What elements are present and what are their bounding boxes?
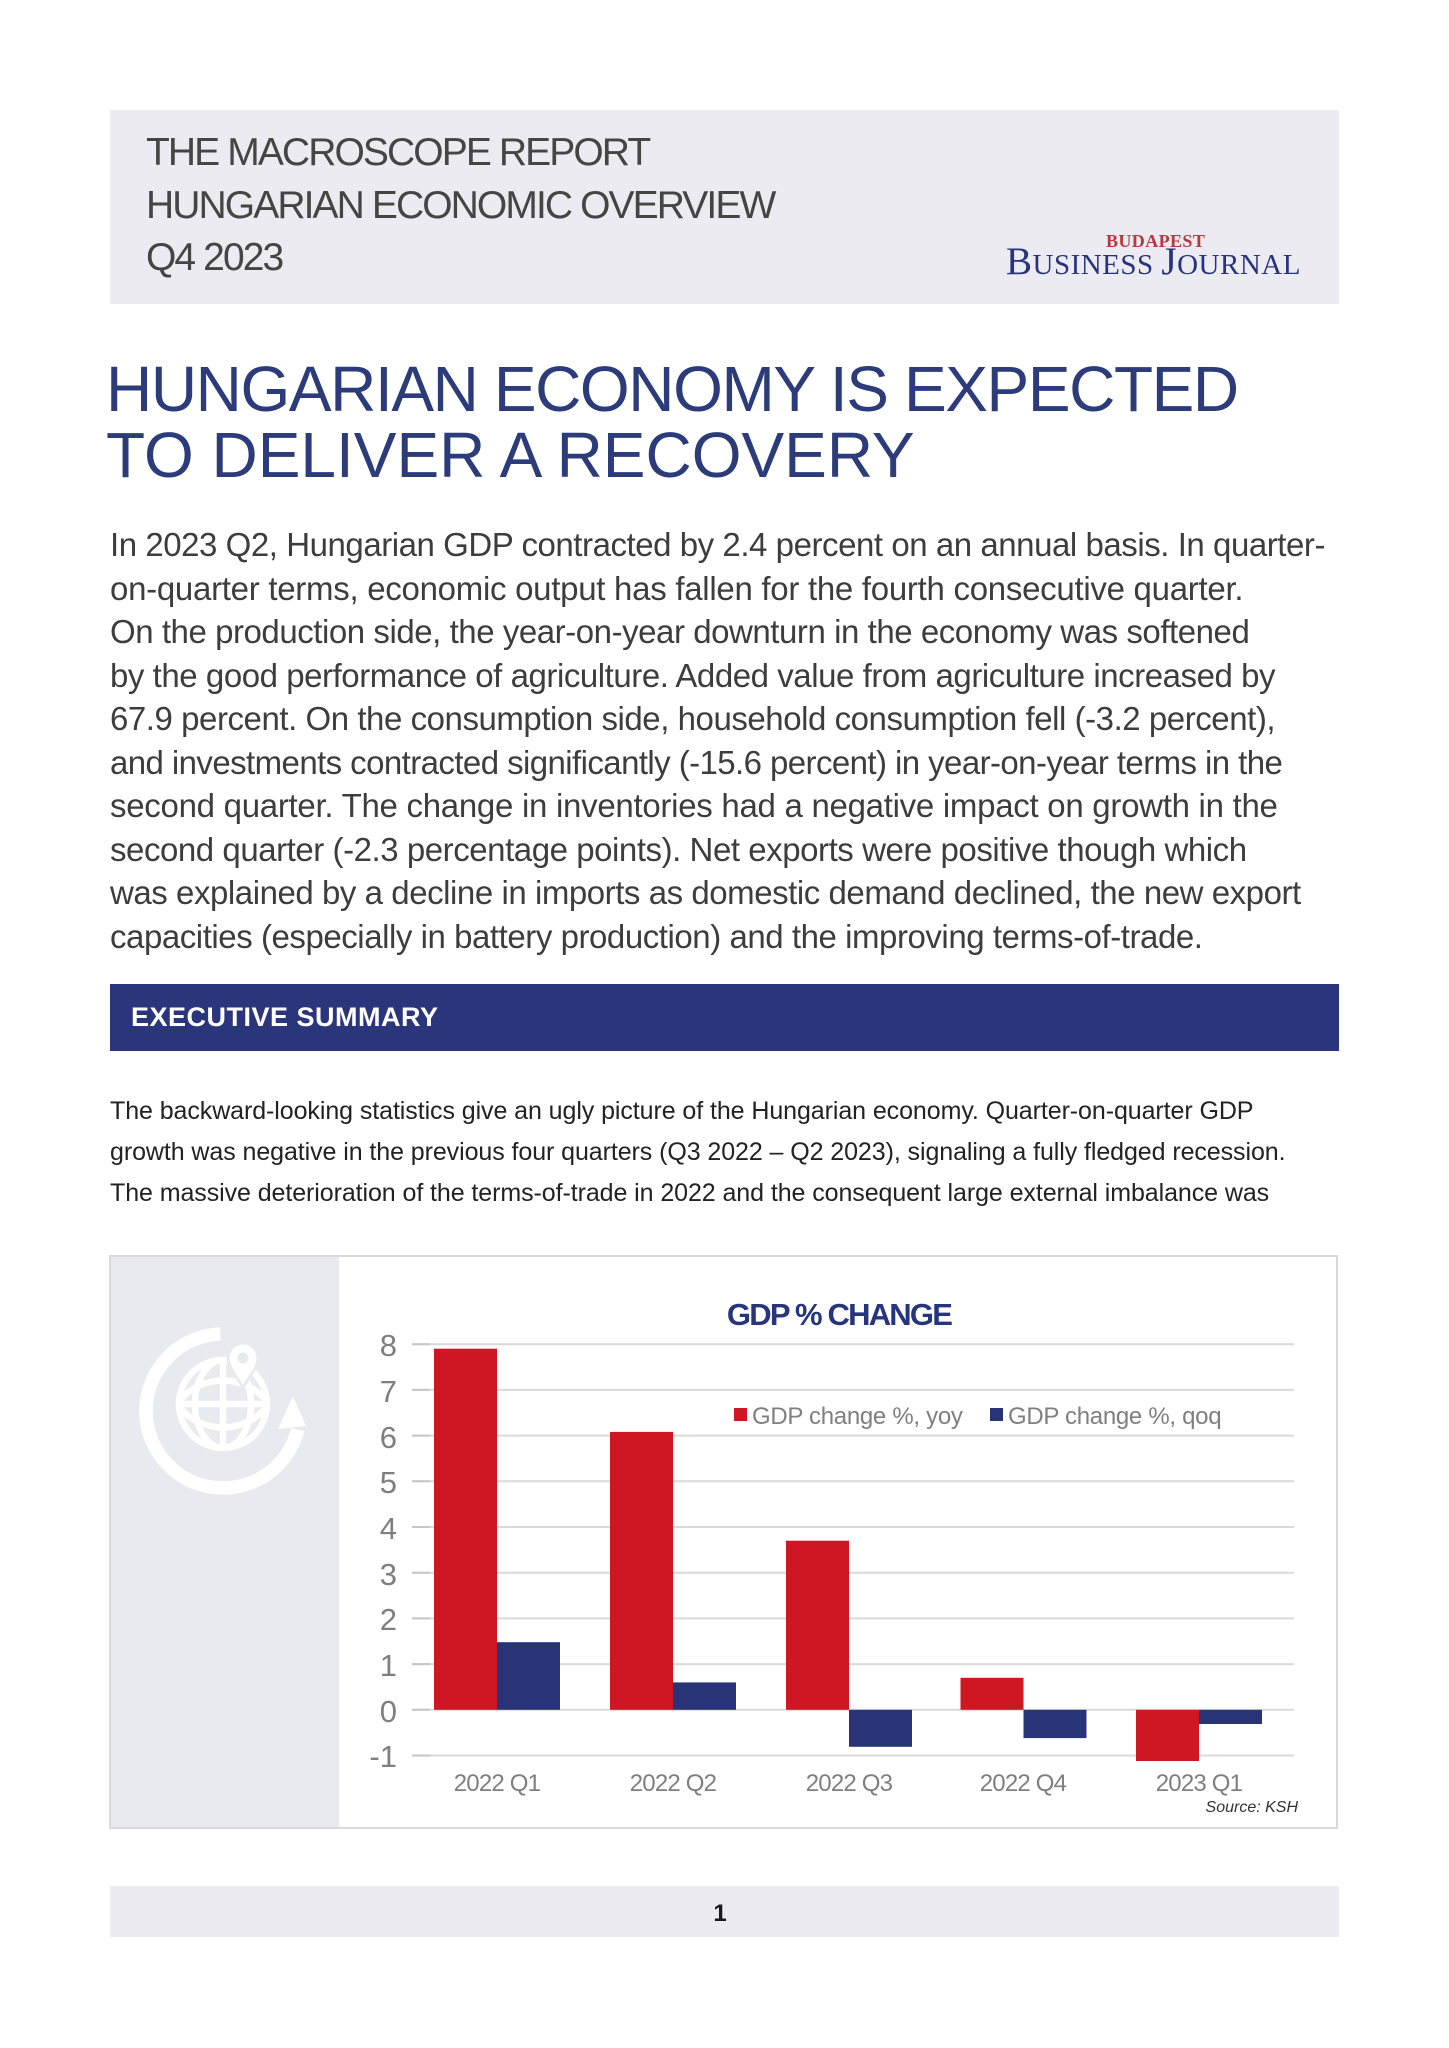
svg-text:7: 7 (380, 1374, 397, 1409)
svg-text:4: 4 (380, 1511, 397, 1546)
svg-text:6: 6 (380, 1420, 397, 1455)
svg-text:GDP % CHANGE: GDP % CHANGE (727, 1297, 952, 1332)
svg-text:2022 Q2: 2022 Q2 (630, 1770, 717, 1797)
svg-text:2: 2 (380, 1602, 397, 1637)
svg-text:2022 Q1: 2022 Q1 (454, 1770, 541, 1797)
svg-text:8: 8 (380, 1328, 397, 1363)
svg-text:Source: KSH: Source: KSH (1206, 1799, 1299, 1816)
svg-text:3: 3 (380, 1557, 397, 1592)
svg-text:1: 1 (380, 1648, 397, 1683)
svg-text:GDP change %, yoy: GDP change %, yoy (752, 1403, 963, 1430)
svg-text:0: 0 (380, 1694, 397, 1729)
svg-text:-1: -1 (369, 1739, 397, 1774)
svg-text:GDP change %, qoq: GDP change %, qoq (1008, 1403, 1221, 1430)
svg-text:5: 5 (380, 1465, 397, 1500)
svg-text:2022 Q4: 2022 Q4 (980, 1770, 1067, 1797)
svg-text:2022 Q3: 2022 Q3 (806, 1770, 893, 1797)
svg-text:2023 Q1: 2023 Q1 (1156, 1770, 1243, 1797)
